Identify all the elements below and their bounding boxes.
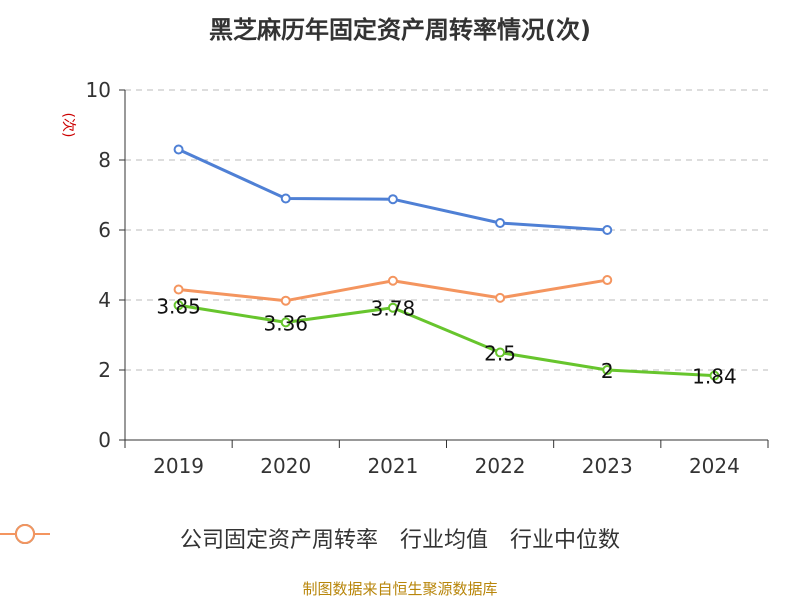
data-point	[280, 193, 291, 204]
data-label: 3.85	[156, 294, 201, 318]
legend-marker-orange	[0, 524, 50, 544]
data-point	[173, 144, 184, 155]
x-tick-label: 2023	[582, 454, 633, 478]
data-point	[602, 365, 613, 375]
y-tick-label: 6	[98, 218, 111, 242]
y-tick-label: 0	[98, 428, 111, 452]
data-label: 1.84	[692, 365, 737, 389]
y-tick-label: 4	[98, 288, 111, 312]
data-point	[280, 317, 291, 328]
x-tick-label: 2022	[475, 454, 526, 478]
data-label: 3.36	[263, 311, 308, 335]
data-point	[709, 370, 720, 381]
x-tick-label: 2021	[367, 454, 418, 478]
data-point	[602, 275, 613, 286]
legend-label-industry-mean: 行业均值	[399, 528, 488, 553]
legend: 公司固定资产周转率 行业均值 行业中位数	[0, 522, 800, 554]
legend-item-company[interactable]: 公司固定资产周转率	[0, 522, 378, 554]
y-axis-unit-label: (次)	[60, 113, 76, 138]
chart-title: 黑芝麻历年固定资产周转率情况(次)	[209, 16, 591, 44]
data-label: 2	[601, 359, 614, 383]
data-point	[495, 347, 506, 358]
data-label: 2.5	[484, 342, 516, 366]
data-point	[387, 302, 398, 313]
series-line	[177, 148, 608, 232]
x-tick-label: 2019	[153, 454, 204, 478]
data-point	[495, 292, 506, 303]
series-line	[178, 303, 715, 378]
x-tick-label: 2020	[260, 454, 311, 478]
line-chart: 0 2 4 6 8 10 (次) 2019 2020 2021 2022 2023 2024 3.85 3.…	[60, 78, 769, 478]
data-point	[602, 225, 613, 235]
data-label: 3.78	[371, 297, 416, 321]
data-point	[387, 275, 398, 286]
data-point	[280, 295, 291, 306]
data-point	[387, 194, 398, 205]
legend-label-company: 公司固定资产周转率	[179, 528, 378, 553]
y-tick-label: 2	[98, 358, 111, 382]
legend-item-industry-median[interactable]: 行业中位数	[0, 522, 621, 554]
y-tick-label: 8	[98, 148, 111, 172]
data-point	[495, 218, 506, 228]
x-tick-label: 2024	[689, 454, 740, 478]
data-source-note: 制图数据来自恒生聚源数据库	[302, 580, 498, 598]
data-point	[173, 284, 184, 295]
legend-item-industry-mean[interactable]: 行业均值	[0, 522, 488, 554]
data-point	[173, 300, 184, 311]
y-tick-label: 10	[86, 78, 111, 102]
legend-label-industry-median: 行业中位数	[510, 528, 621, 553]
